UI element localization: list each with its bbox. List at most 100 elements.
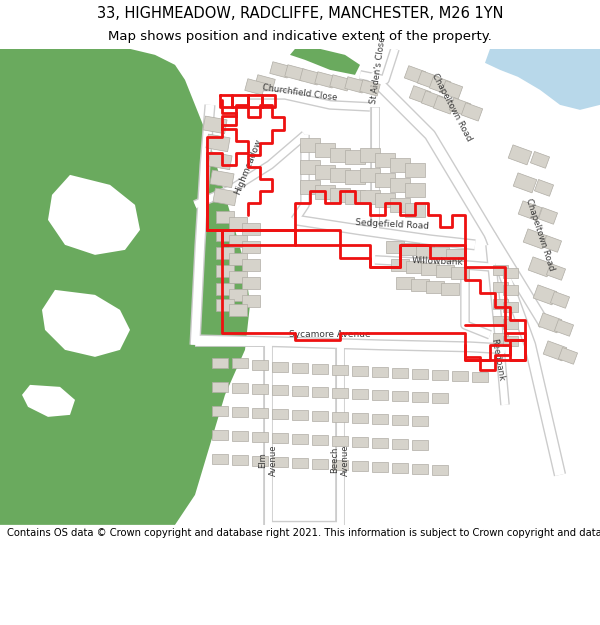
Text: Sycamore Avenue: Sycamore Avenue bbox=[289, 331, 371, 339]
Text: Highmeadow: Highmeadow bbox=[233, 138, 263, 196]
Bar bbox=[345, 170, 365, 184]
Bar bbox=[411, 279, 429, 291]
Bar bbox=[405, 203, 425, 217]
Bar bbox=[406, 261, 424, 273]
Bar bbox=[493, 316, 508, 326]
Bar bbox=[360, 148, 380, 162]
Bar bbox=[232, 431, 248, 441]
Polygon shape bbox=[42, 290, 130, 357]
Bar bbox=[210, 170, 234, 187]
Bar bbox=[312, 459, 328, 469]
Bar bbox=[405, 163, 425, 177]
Bar bbox=[232, 383, 248, 393]
Bar bbox=[433, 96, 455, 114]
Bar bbox=[300, 180, 320, 194]
Bar bbox=[431, 247, 449, 259]
Bar bbox=[530, 151, 550, 168]
Bar bbox=[436, 265, 454, 277]
Bar bbox=[352, 366, 368, 376]
Bar bbox=[418, 71, 439, 89]
Bar bbox=[493, 299, 508, 309]
Bar bbox=[332, 388, 348, 398]
Bar bbox=[252, 432, 268, 442]
Bar bbox=[360, 80, 380, 96]
Bar bbox=[461, 102, 482, 121]
Bar bbox=[390, 198, 410, 212]
Polygon shape bbox=[290, 49, 360, 75]
Bar bbox=[430, 76, 451, 94]
Bar bbox=[535, 179, 554, 196]
Bar bbox=[503, 268, 517, 278]
Bar bbox=[292, 386, 308, 396]
Bar bbox=[493, 265, 508, 275]
Bar bbox=[472, 372, 488, 382]
Bar bbox=[538, 208, 557, 224]
Bar bbox=[352, 461, 368, 471]
Bar bbox=[332, 365, 348, 375]
Bar bbox=[242, 295, 260, 307]
Bar bbox=[493, 333, 508, 343]
Bar bbox=[345, 150, 365, 164]
Bar bbox=[212, 454, 228, 464]
Bar bbox=[245, 79, 265, 95]
Bar bbox=[372, 367, 388, 377]
Bar bbox=[421, 263, 439, 275]
Polygon shape bbox=[0, 49, 250, 525]
Bar bbox=[292, 363, 308, 373]
Bar bbox=[272, 362, 288, 372]
Bar bbox=[375, 193, 395, 207]
Bar bbox=[216, 265, 234, 277]
Text: Sedgefield Road: Sedgefield Road bbox=[355, 219, 429, 231]
Bar bbox=[508, 145, 532, 165]
Text: Willowbank: Willowbank bbox=[412, 256, 464, 268]
Bar bbox=[375, 173, 395, 187]
Bar bbox=[412, 440, 428, 450]
Bar bbox=[528, 257, 552, 277]
Bar bbox=[404, 66, 425, 84]
Bar bbox=[533, 285, 557, 305]
Bar bbox=[547, 264, 566, 280]
Text: St Aiden's Close: St Aiden's Close bbox=[369, 36, 387, 104]
Bar bbox=[272, 457, 288, 467]
Bar bbox=[300, 160, 320, 174]
Bar bbox=[212, 382, 228, 392]
Bar bbox=[330, 188, 350, 202]
Bar bbox=[216, 283, 234, 295]
Bar bbox=[518, 201, 542, 221]
Bar bbox=[332, 436, 348, 446]
Bar bbox=[412, 416, 428, 426]
Bar bbox=[451, 267, 469, 279]
Bar bbox=[372, 462, 388, 472]
Bar bbox=[390, 178, 410, 192]
Bar bbox=[523, 229, 547, 249]
Bar bbox=[538, 313, 562, 333]
Bar bbox=[345, 77, 365, 93]
Bar bbox=[229, 217, 247, 229]
Bar bbox=[446, 249, 464, 261]
Bar bbox=[409, 86, 431, 104]
Bar bbox=[242, 223, 260, 235]
Bar bbox=[300, 69, 320, 85]
Bar bbox=[426, 281, 444, 293]
Bar bbox=[452, 371, 468, 381]
Bar bbox=[392, 415, 408, 425]
Bar bbox=[375, 153, 395, 167]
Bar bbox=[332, 412, 348, 422]
Bar bbox=[503, 285, 517, 295]
Bar bbox=[315, 143, 335, 157]
Bar bbox=[315, 72, 335, 88]
Bar bbox=[272, 409, 288, 419]
Bar bbox=[543, 341, 567, 361]
Bar bbox=[332, 460, 348, 470]
Bar bbox=[285, 65, 305, 81]
Bar bbox=[352, 389, 368, 399]
Text: Churchfield Close: Churchfield Close bbox=[262, 83, 338, 102]
Bar bbox=[412, 392, 428, 402]
Bar bbox=[550, 291, 569, 308]
Bar bbox=[542, 236, 562, 252]
Bar bbox=[330, 148, 350, 162]
Bar bbox=[216, 299, 234, 311]
Text: Chapeltown Road: Chapeltown Road bbox=[524, 198, 556, 272]
Bar bbox=[416, 245, 434, 257]
Bar bbox=[252, 360, 268, 370]
